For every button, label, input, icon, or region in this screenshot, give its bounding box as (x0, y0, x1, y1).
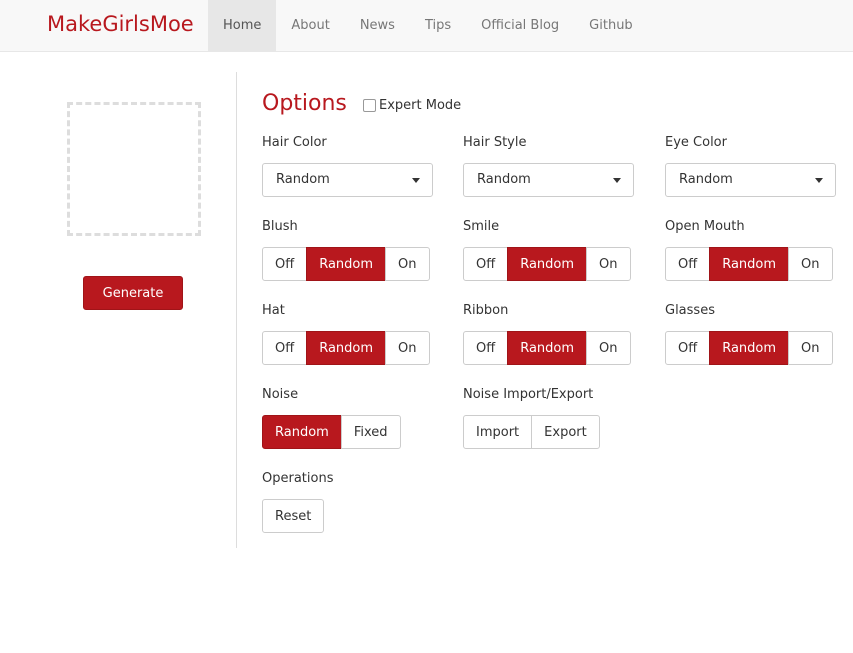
button-group: Off Random On (463, 247, 631, 281)
brand[interactable]: MakeGirlsMoe (47, 12, 194, 36)
toggle-button[interactable]: Random (709, 331, 790, 365)
toggle-button[interactable]: Random (306, 331, 387, 365)
expert-checkbox[interactable] (363, 99, 376, 112)
select[interactable]: Random (665, 163, 836, 197)
nav-item[interactable]: Tips (424, 18, 452, 33)
toggle-button[interactable]: Off (463, 331, 509, 365)
field-label: Open Mouth (665, 219, 745, 234)
toggle-button[interactable]: Off (463, 247, 509, 281)
field-label: Ribbon (463, 303, 509, 318)
caret (613, 178, 621, 183)
field-label: Noise Import/Export (463, 387, 594, 402)
nav-items: Home About News Tips Official Blog Github (208, 0, 648, 51)
nav-item[interactable]: Home (208, 0, 277, 51)
generate-button[interactable]: Generate (83, 276, 183, 310)
nav-item[interactable]: Official Blog (481, 18, 560, 33)
button-group: Off Random On (262, 331, 430, 365)
image-placeholder (67, 102, 201, 236)
caret (815, 178, 823, 183)
toggle-button[interactable]: On (788, 331, 833, 365)
toggle-button[interactable]: Off (262, 331, 308, 365)
toggle-button[interactable]: Off (262, 247, 308, 281)
nav-item[interactable]: News (359, 18, 395, 33)
select-value: Random (276, 172, 330, 187)
field-label: Hair Style (463, 135, 527, 150)
select[interactable]: Random (463, 163, 634, 197)
button-group: Off Random On (665, 247, 833, 281)
toggle-button[interactable]: Fixed (340, 415, 401, 449)
options-title: Options (262, 91, 347, 116)
toggle-button[interactable]: On (586, 247, 631, 281)
toggle-button[interactable]: Random (507, 331, 588, 365)
toggle-button[interactable]: On (385, 247, 430, 281)
toggle-button[interactable]: Random (709, 247, 790, 281)
field-label: Glasses (665, 303, 715, 318)
select[interactable]: Random (262, 163, 433, 197)
button-group: Off Random On (463, 331, 631, 365)
field-label: Blush (262, 219, 298, 234)
button-group: Import Export (463, 415, 600, 449)
toggle-button[interactable]: On (788, 247, 833, 281)
field-label: Eye Color (665, 135, 727, 150)
toggle-button[interactable]: On (586, 331, 631, 365)
toggle-button[interactable]: On (385, 331, 430, 365)
button-group: Reset (262, 499, 325, 533)
toggle-button[interactable]: Random (306, 247, 387, 281)
button-group: Off Random On (262, 247, 430, 281)
field-label: Smile (463, 219, 500, 234)
select-value: Random (477, 172, 531, 187)
button-group: Random Fixed (262, 415, 401, 449)
toggle-button[interactable]: Off (665, 247, 711, 281)
expert-mode-label[interactable]: Expert Mode (379, 98, 462, 113)
nav-item[interactable]: Github (589, 18, 633, 33)
field-label: Operations (262, 471, 334, 486)
select-value: Random (679, 172, 733, 187)
toggle-button[interactable]: Import (463, 415, 533, 449)
toggle-button[interactable]: Random (507, 247, 588, 281)
toggle-button[interactable]: Export (531, 415, 600, 449)
toggle-button[interactable]: Reset (262, 499, 325, 533)
button-group: Off Random On (665, 331, 833, 365)
field-label: Hair Color (262, 135, 327, 150)
navbar: MakeGirlsMoe Home About News Tips Official B… (0, 0, 853, 52)
caret (412, 178, 420, 183)
nav-item[interactable]: About (291, 18, 330, 33)
divider (236, 72, 237, 548)
field-label: Noise (262, 387, 299, 402)
toggle-button[interactable]: Off (665, 331, 711, 365)
toggle-button[interactable]: Random (262, 415, 342, 449)
field-label: Hat (262, 303, 285, 318)
